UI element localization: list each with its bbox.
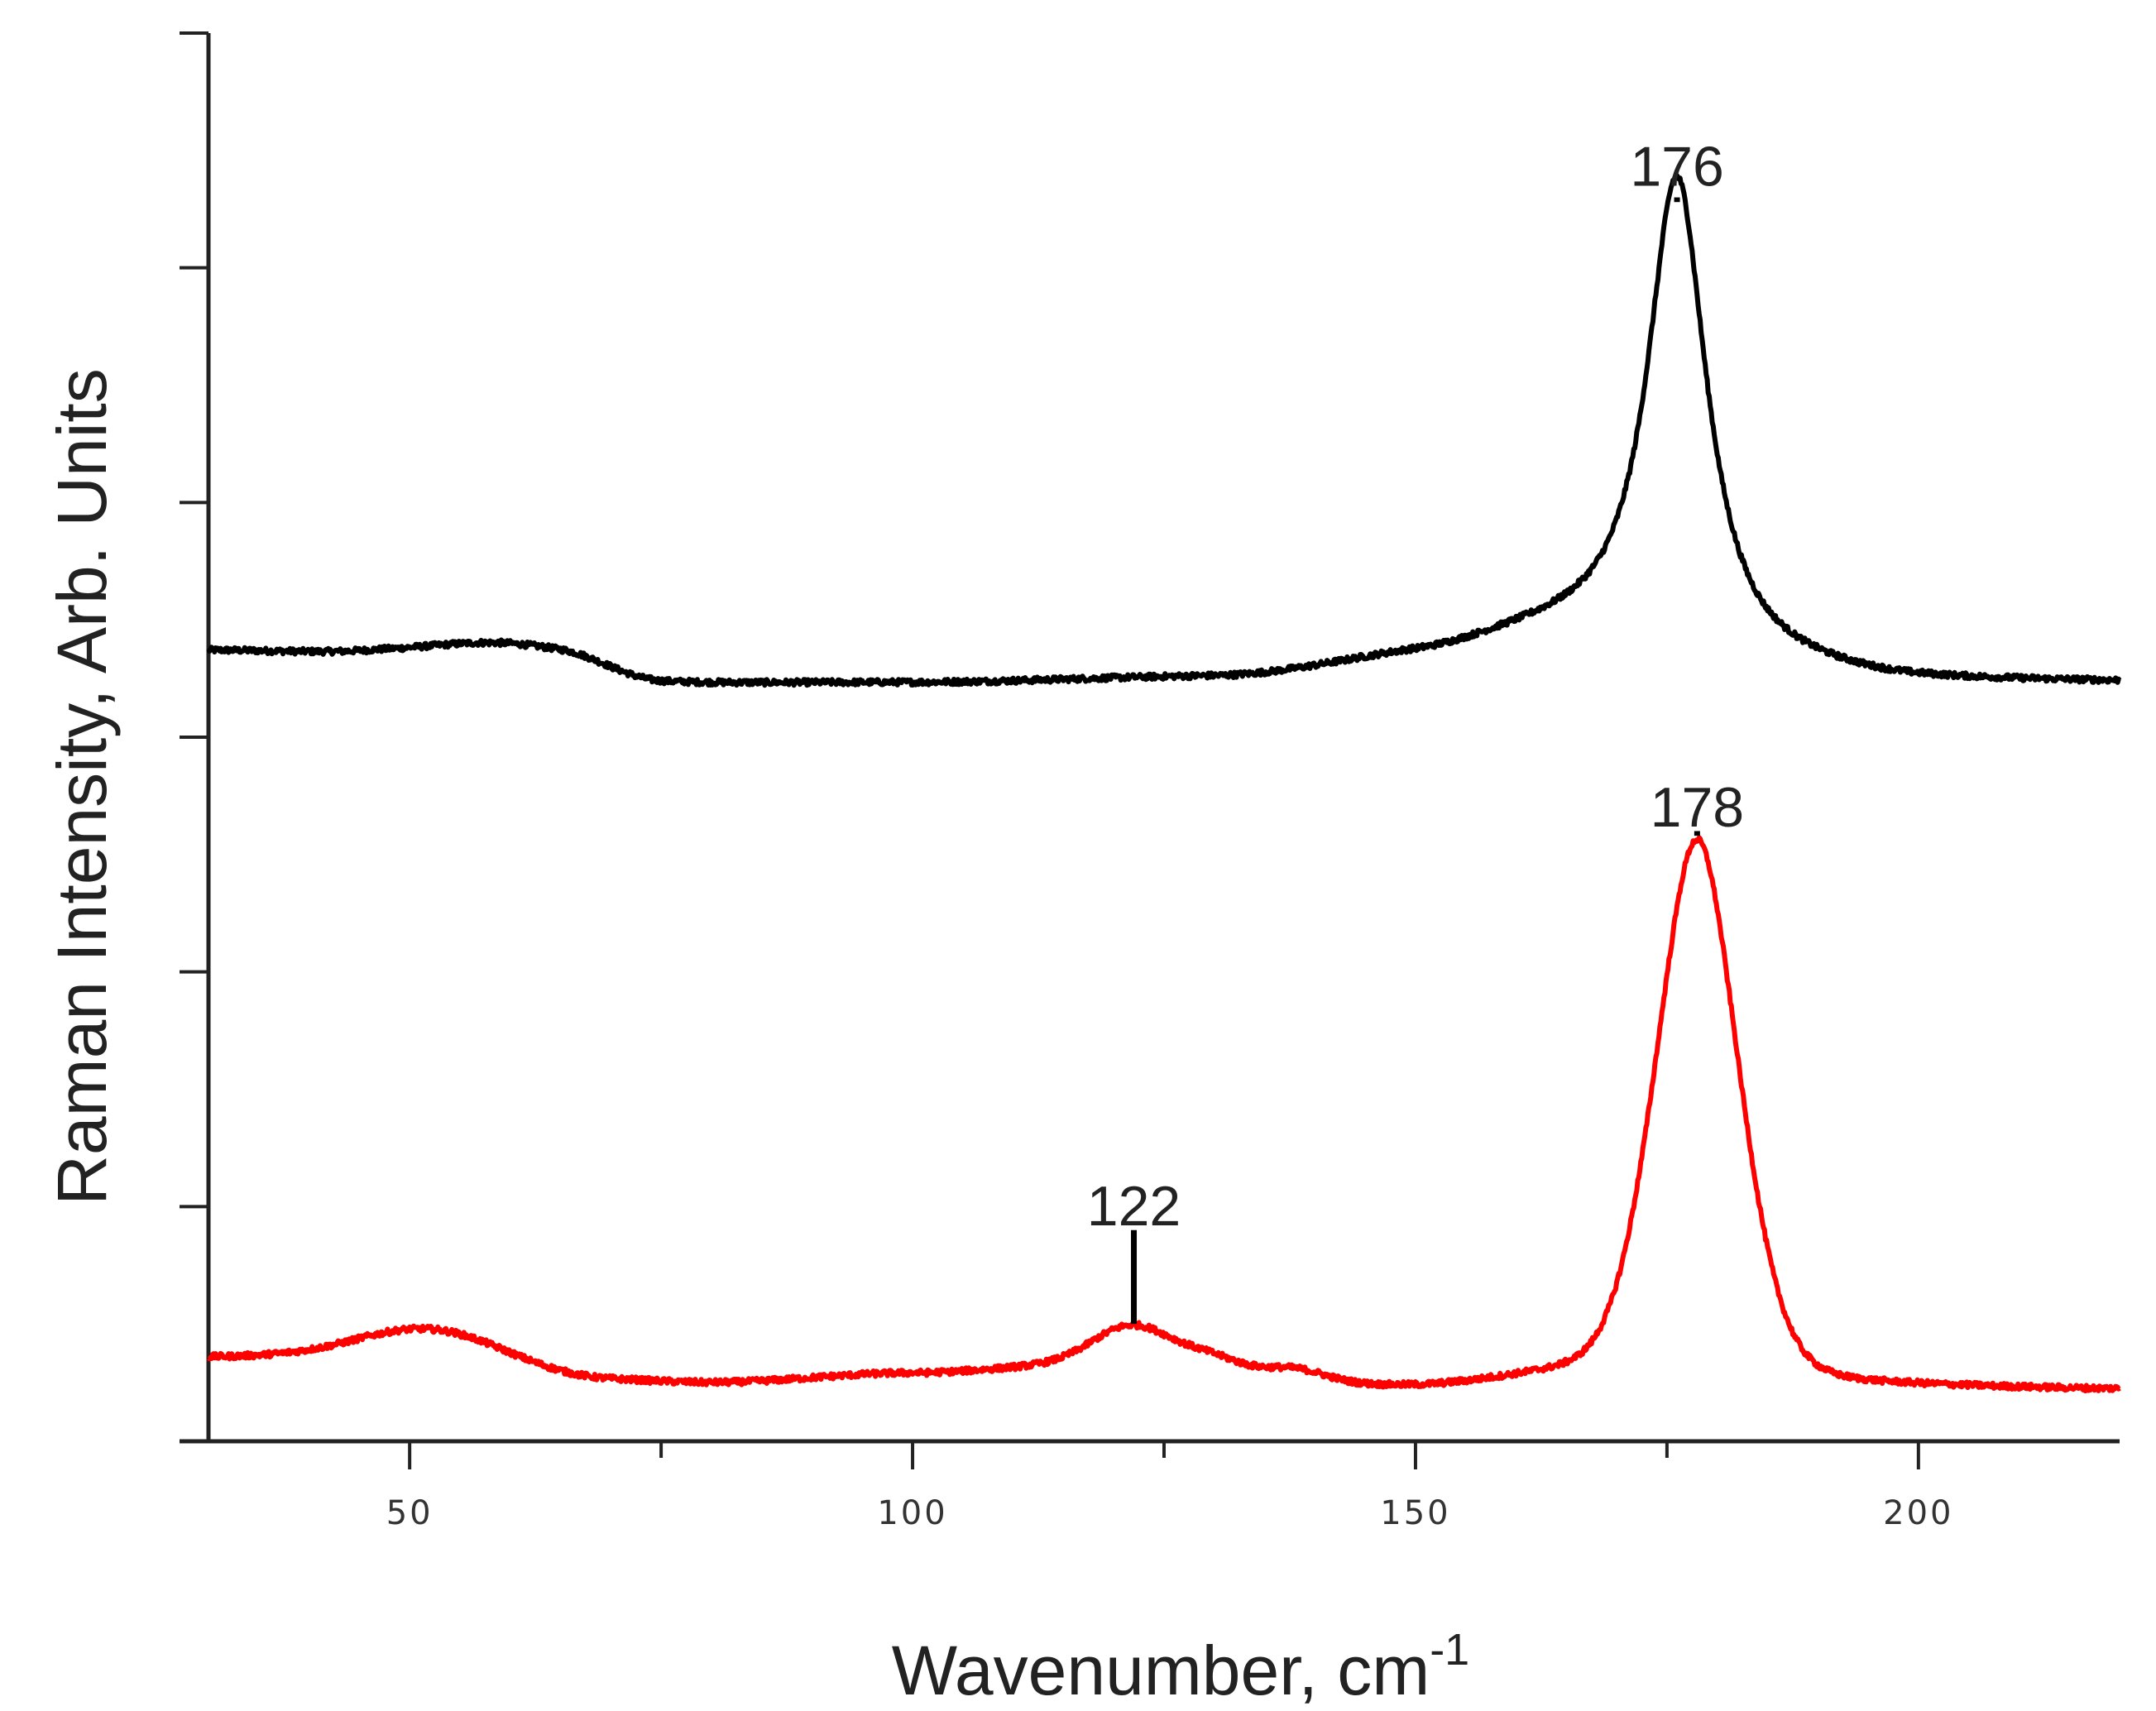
x-tick-label-100: 100 — [877, 1494, 947, 1532]
peak-label-122: 122 — [1087, 1175, 1181, 1238]
x-tick-label-200: 200 — [1883, 1494, 1953, 1532]
axes: 50 100 150 200 — [180, 31, 2120, 1532]
x-ticks — [408, 1441, 1920, 1469]
x-tick-label-50: 50 — [386, 1494, 434, 1532]
x-axis-title-text: Wavenumber, cm — [892, 1632, 1430, 1709]
y-ticks — [180, 31, 208, 1209]
series-layer — [206, 172, 2122, 1394]
peak-label-176: 176 — [1630, 135, 1723, 198]
series-line-0 — [206, 172, 2122, 688]
x-tick-label-150: 150 — [1380, 1494, 1450, 1532]
series-line-1 — [207, 835, 2121, 1394]
annotation-layer: 176 178 122 — [1087, 135, 1744, 1325]
y-axis-title: Raman Intensity, Arb. Units — [43, 368, 121, 1205]
peak-label-178: 178 — [1651, 776, 1744, 839]
x-axis-title-superscript: -1 — [1430, 1625, 1469, 1675]
x-axis-title: Wavenumber, cm-1 — [892, 1625, 1469, 1709]
x-tick-labels: 50 100 150 200 — [386, 1494, 1953, 1532]
